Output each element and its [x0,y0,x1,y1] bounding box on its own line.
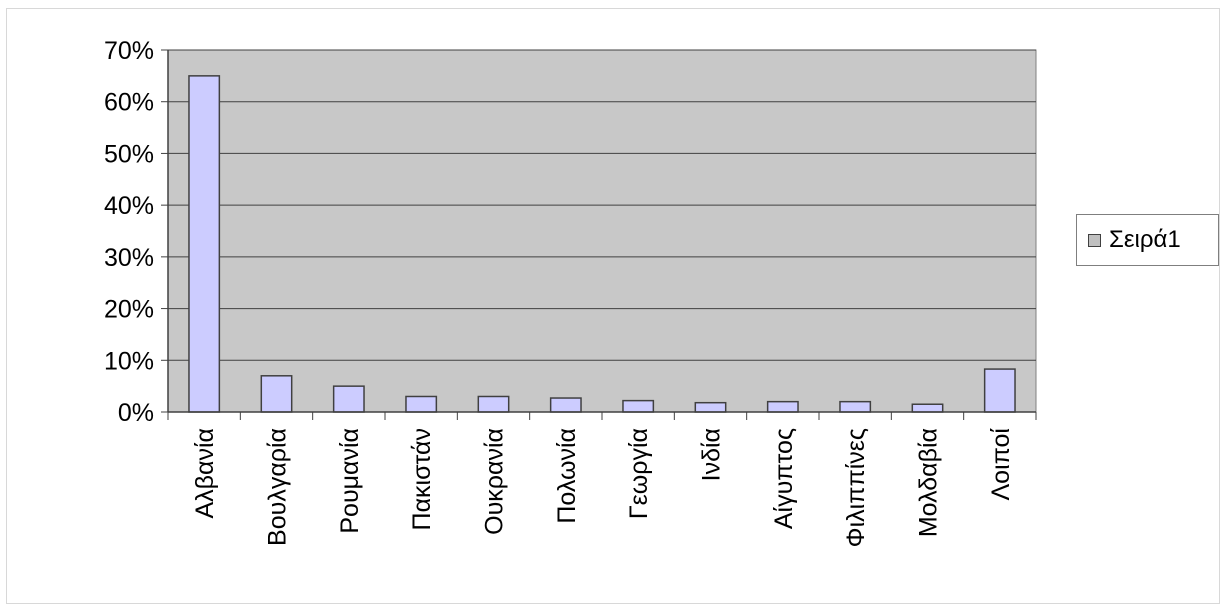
bar [405,395,438,413]
y-tick-label: 60% [104,89,154,117]
bar [188,75,221,413]
x-axis-ticks [167,412,1037,420]
bar [332,385,365,413]
category-labels: Αλβανία Βουλγαρία Ρουμανία Πακιστάν Ουκρανία… [191,428,1015,548]
bar [839,400,872,413]
y-axis-ticks: 0% 10% 20% 30% 40% 50% 60% 70% [104,37,168,427]
y-tick-label: 0% [118,399,154,427]
y-tick-label: 40% [104,192,154,220]
y-tick-label: 30% [104,244,154,272]
category-label: Πολωνία [553,428,581,524]
category-label: Αλβανία [191,428,219,519]
category-label: Αίγυπτος [770,428,798,529]
category-label: Βουλγαρία [264,428,292,546]
y-tick-label: 50% [104,140,154,168]
bar [260,375,293,413]
category-label: Λοιποί [987,428,1015,501]
category-label: Ρουμανία [336,428,364,534]
gridlines [168,49,1036,361]
bar [549,397,582,413]
legend: Σειρά1 [1076,214,1219,266]
bar [694,401,727,413]
bars [188,75,1016,413]
y-tick-label: 70% [104,37,154,65]
category-label: Ινδία [698,428,726,481]
bar [477,395,510,413]
bar [622,399,655,413]
bar [766,400,799,413]
plot-area [167,49,1037,413]
bar [983,368,1016,413]
legend-swatch [1088,233,1101,247]
category-label: Ουκρανία [481,428,509,535]
category-label: Γεωργία [625,428,653,519]
category-label: Μολδαβία [915,428,943,537]
category-label: Πακιστάν [408,428,436,530]
y-tick-label: 20% [104,296,154,324]
y-tick-label: 10% [104,347,154,375]
legend-label: Σειρά1 [1109,226,1181,253]
bar [911,403,944,413]
category-label: Φιλιππίνες [842,428,870,547]
